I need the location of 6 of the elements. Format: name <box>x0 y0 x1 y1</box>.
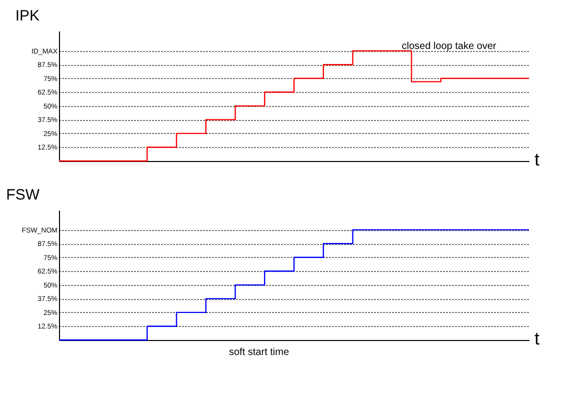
annotation: closed loop take over <box>402 41 497 52</box>
x-axis-title: t <box>534 328 540 348</box>
y-axis-title: FSW <box>6 186 40 204</box>
x-axis-title: t <box>534 150 540 170</box>
text: soft start time <box>228 347 290 358</box>
y-axis-title: IPK <box>15 8 40 24</box>
